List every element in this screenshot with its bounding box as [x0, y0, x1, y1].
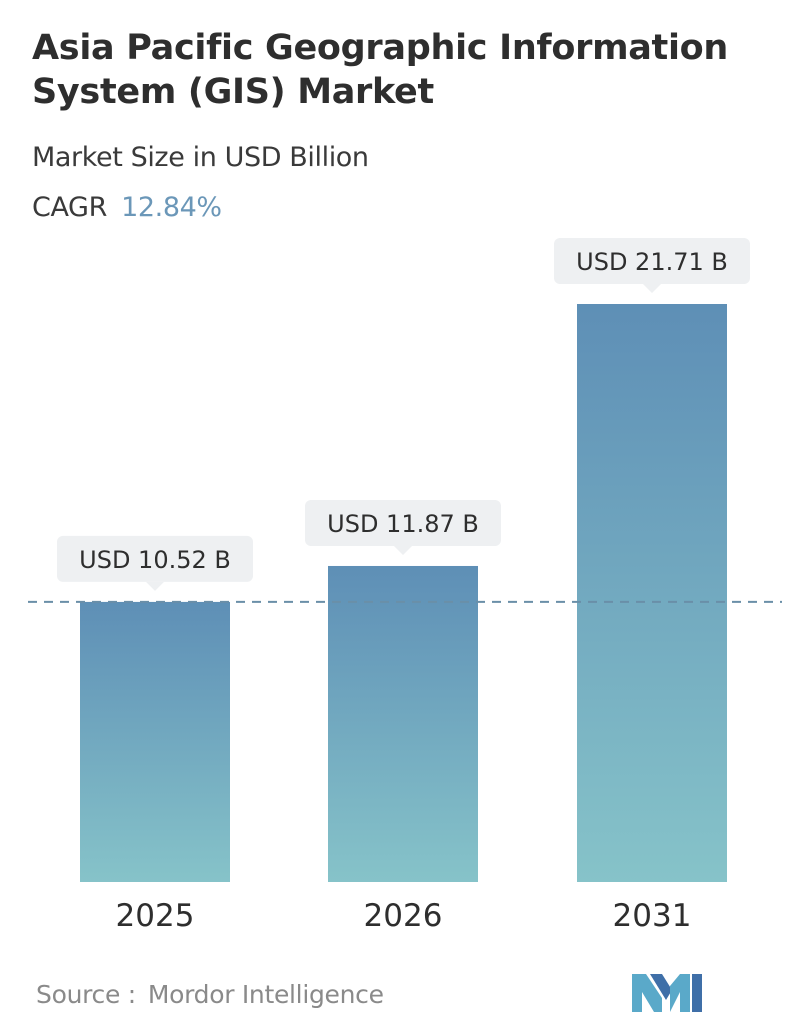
x-tick-label-2025: 2025	[116, 898, 195, 934]
bar-2026	[328, 565, 478, 882]
data-label-text: USD 10.52 B	[79, 546, 231, 574]
cagr-label: CAGR	[32, 192, 107, 223]
data-label-2026: USD 11.87 B	[305, 499, 501, 555]
source-name: Mordor Intelligence	[147, 980, 384, 1009]
cagr-value: 12.84%	[121, 192, 222, 223]
bar-2025	[80, 601, 230, 882]
x-tick-label-2026: 2026	[364, 898, 443, 934]
data-label-text: USD 21.71 B	[576, 248, 728, 276]
source-label: Source :	[36, 980, 136, 1009]
data-label-2031: USD 21.71 B	[554, 238, 750, 293]
data-label-text: USD 11.87 B	[327, 510, 479, 538]
data-label-2025: USD 10.52 B	[57, 535, 253, 591]
bar-2031	[577, 304, 727, 882]
mordor-intelligence-logo-icon	[632, 974, 702, 1012]
cagr-row: CAGR 12.84%	[32, 190, 222, 226]
chart-title: Asia Pacific Geographic Information Syst…	[32, 28, 729, 112]
chart-subtitle: Market Size in USD Billion	[32, 142, 369, 173]
source-note: Source : Mordor Intelligence	[36, 980, 384, 1009]
x-tick-label-2031: 2031	[613, 898, 692, 934]
